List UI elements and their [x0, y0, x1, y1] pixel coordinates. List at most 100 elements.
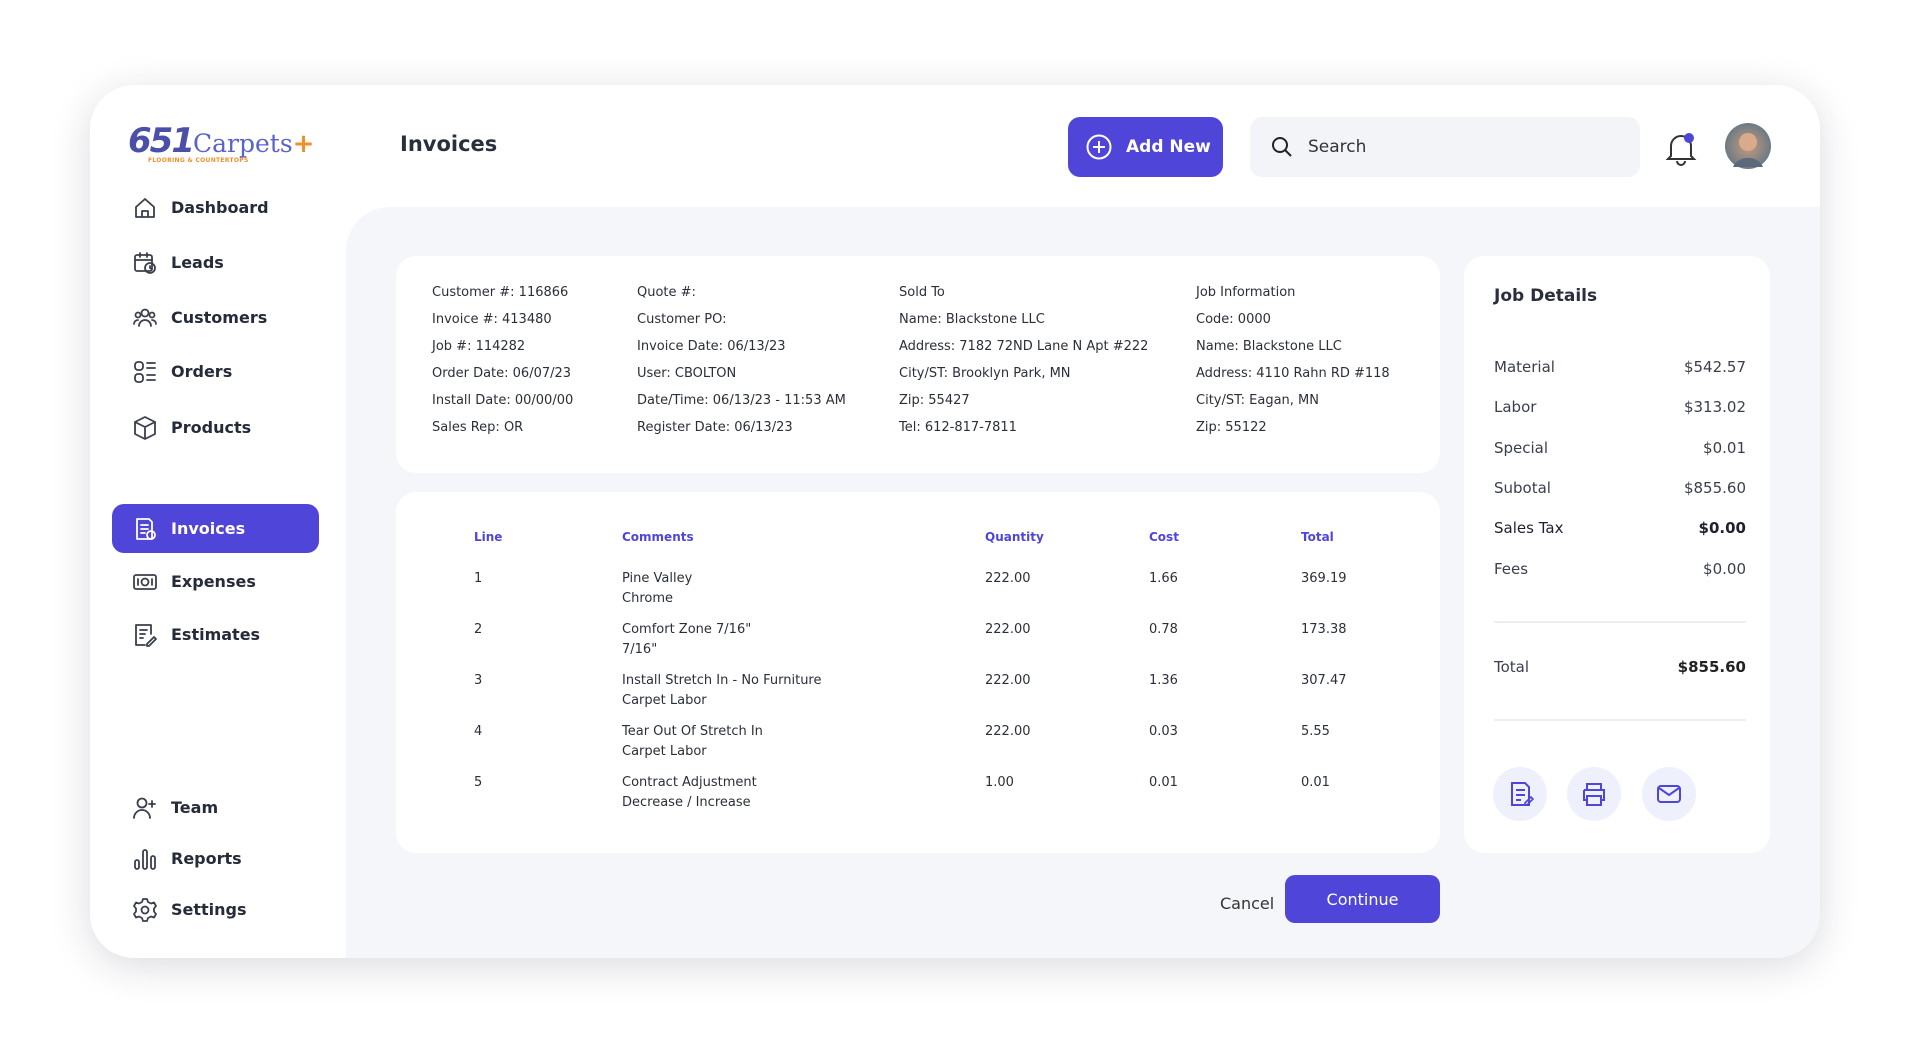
- nav-icon: [135, 623, 157, 647]
- column-header: Total: [1301, 530, 1334, 544]
- info-field: Tel: 612-817-7811: [899, 420, 1017, 435]
- continue-label: Continue: [1326, 889, 1399, 909]
- detail-label: Labor: [1494, 398, 1537, 417]
- nav-item[interactable]: Invoices: [112, 504, 319, 553]
- column-header: Cost: [1149, 530, 1179, 544]
- detail-label: Subotal: [1494, 478, 1551, 497]
- edit-button[interactable]: [1493, 767, 1547, 821]
- nav-item[interactable]: Estimates: [112, 610, 319, 659]
- cell-text: 0.03: [1149, 724, 1178, 739]
- cell-text: 7/16": [622, 642, 658, 657]
- detail-label: Special: [1494, 438, 1549, 457]
- cell-text: 0.78: [1149, 622, 1178, 637]
- divider: [1494, 621, 1746, 623]
- info-field: Install Date: 00/00/00: [432, 393, 574, 408]
- cancel-button[interactable]: Cancel: [1220, 894, 1275, 913]
- nav-item[interactable]: Team: [112, 783, 319, 832]
- content-area: Customer #: 116866 Invoice #: 413480 Job #…: [346, 207, 1820, 958]
- continue-button[interactable]: Continue: [1285, 875, 1440, 923]
- nav-icon: [133, 797, 156, 819]
- print-button[interactable]: [1567, 767, 1621, 821]
- nav-icon: [134, 251, 156, 274]
- info-field: Quote #:: [637, 285, 696, 300]
- nav-item[interactable]: Products: [112, 403, 319, 452]
- cell-text: 5.55: [1301, 724, 1330, 739]
- cell-text: 222.00: [985, 673, 1031, 688]
- info-field: Order Date: 06/07/23: [432, 366, 572, 381]
- cell-text: 5: [474, 775, 483, 790]
- nav-icon: [133, 897, 157, 922]
- search-icon: [1272, 137, 1292, 157]
- invoice-info-card: Customer #: 116866 Invoice #: 413480 Job #…: [396, 256, 1440, 473]
- page-title: Invoices: [400, 132, 498, 156]
- logo: 651Carpets+ FLOORING & COUNTERTOPS: [128, 121, 314, 164]
- nav-label: Customers: [171, 308, 268, 327]
- nav-item[interactable]: Customers: [112, 293, 319, 342]
- info-field: City/ST: Brooklyn Park, MN: [899, 366, 1071, 381]
- nav-item[interactable]: Reports: [112, 834, 319, 883]
- nav-item[interactable]: Leads: [112, 238, 319, 287]
- nav-icon: [133, 573, 157, 590]
- column-header: Line: [474, 530, 503, 544]
- cell-text: 222.00: [985, 622, 1031, 637]
- nav-label: Dashboard: [171, 198, 269, 217]
- info-field: Name: Blackstone LLC: [899, 312, 1045, 327]
- nav-label: Expenses: [171, 572, 256, 591]
- add-new-button[interactable]: Add New: [1068, 117, 1223, 177]
- email-button[interactable]: [1642, 767, 1696, 821]
- nav-label: Team: [171, 798, 219, 817]
- cell-text: 1.66: [1149, 571, 1178, 586]
- info-field: Customer #: 116866: [432, 285, 569, 300]
- cell-text: Carpet Labor: [622, 693, 707, 708]
- info-field: Zip: 55427: [899, 393, 970, 408]
- column-header: Comments: [622, 530, 694, 544]
- nav-item[interactable]: Orders: [112, 347, 319, 396]
- nav-icon: [134, 848, 156, 870]
- nav-icon: [134, 360, 156, 383]
- nav-label: Invoices: [171, 519, 246, 538]
- cell-text: 4: [474, 724, 483, 739]
- logo-name: Carpets: [192, 129, 293, 158]
- nav-item[interactable]: Expenses: [112, 557, 319, 606]
- nav-label: Estimates: [171, 625, 261, 644]
- cell-text: Chrome: [622, 591, 673, 606]
- detail-value: $855.60: [1683, 478, 1746, 497]
- column-header: Quantity: [985, 530, 1044, 544]
- cell-text: 369.19: [1301, 571, 1347, 586]
- search-placeholder: Search: [1308, 137, 1367, 157]
- nav-item[interactable]: Settings: [112, 885, 319, 934]
- cell-text: Contract Adjustment: [622, 775, 757, 790]
- info-field: Sold To: [899, 285, 945, 300]
- info-field: Address: 7182 72ND Lane N Apt #222: [899, 339, 1149, 354]
- detail-label: Fees: [1494, 559, 1529, 578]
- cell-text: 2: [474, 622, 483, 637]
- avatar[interactable]: [1725, 123, 1771, 169]
- notification-bell[interactable]: [1664, 130, 1698, 166]
- detail-value: $0.00: [1703, 559, 1746, 578]
- nav-icon: [136, 517, 156, 540]
- info-field: Code: 0000: [1196, 312, 1271, 327]
- plus-icon: [1086, 134, 1112, 160]
- info-field: Job #: 114282: [432, 339, 526, 354]
- detail-value: $313.02: [1683, 398, 1746, 417]
- cell-text: 173.38: [1301, 622, 1347, 637]
- info-field: Invoice #: 413480: [432, 312, 552, 327]
- cell-text: Decrease / Increase: [622, 795, 751, 810]
- detail-value: $542.57: [1683, 358, 1746, 376]
- logo-tagline: FLOORING & COUNTERTOPS: [148, 157, 249, 164]
- info-field: Customer PO:: [637, 312, 727, 327]
- total-label: Total: [1494, 658, 1530, 676]
- cell-text: 0.01: [1149, 775, 1178, 790]
- nav-item[interactable]: Dashboard: [112, 183, 319, 232]
- logo-mark: 651: [128, 121, 195, 161]
- nav-icon: [135, 197, 155, 218]
- cell-text: Tear Out Of Stretch In: [622, 724, 763, 739]
- add-new-label: Add New: [1126, 137, 1211, 157]
- divider: [1494, 719, 1746, 721]
- nav-label: Leads: [171, 253, 224, 272]
- detail-label: Sales Tax: [1494, 519, 1564, 538]
- job-details-title: Job Details: [1494, 286, 1598, 306]
- search-box[interactable]: Search: [1250, 117, 1640, 177]
- cell-text: 222.00: [985, 724, 1031, 739]
